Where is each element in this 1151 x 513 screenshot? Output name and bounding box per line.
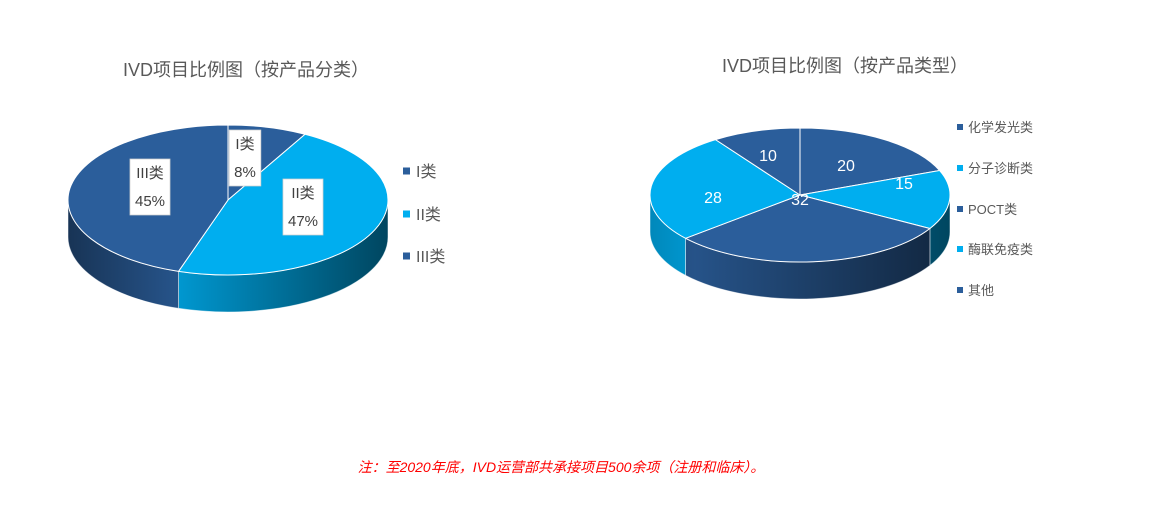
legend-product-class: I类 II类 III类 — [403, 163, 445, 266]
data-label-value: 28 — [704, 190, 722, 207]
legend-item: II类 — [403, 206, 441, 224]
data-labels: 20 15 32 28 10 — [704, 148, 913, 209]
legend-label: 分子诊断类 — [968, 161, 1033, 176]
data-label-value: 15 — [895, 176, 913, 193]
legend-marker — [957, 124, 963, 130]
data-label-category: I类 — [235, 136, 254, 153]
legend-label: 化学发光类 — [968, 120, 1033, 135]
data-label-box — [282, 178, 324, 236]
legend-marker — [957, 165, 963, 171]
pie-top-face — [67, 124, 389, 276]
chart-title-product-type: IVD项目比例图（按产品类型） — [722, 56, 968, 76]
data-label-box — [228, 129, 262, 187]
data-label-value: 8% — [234, 164, 256, 181]
legend-marker — [403, 252, 410, 260]
pie-slice-4 — [649, 139, 801, 239]
legend-marker — [403, 210, 410, 218]
data-label-value: 20 — [837, 158, 855, 175]
pie-slice-1 — [799, 127, 941, 196]
data-label-box — [129, 158, 171, 216]
legend-item: POCT类 — [957, 202, 1017, 217]
data-label-category: III类 — [136, 165, 164, 182]
data-label: III类 45% — [129, 158, 171, 216]
legend-marker — [957, 206, 963, 212]
data-label-value: 10 — [759, 148, 777, 165]
legend-label: 酶联免疫类 — [968, 242, 1033, 257]
legend-item: 化学发光类 — [957, 120, 1033, 135]
footnote: 注：至2020年底，IVD运营部共承接项目500余项（注册和临床）。 — [358, 459, 765, 475]
pie-slice-5 — [715, 127, 801, 196]
legend-label: I类 — [416, 163, 436, 181]
pie-slice-3 — [685, 194, 931, 263]
legend-item: 酶联免疫类 — [957, 242, 1033, 257]
legend-item: I类 — [403, 163, 436, 181]
legend-marker — [957, 287, 963, 293]
data-label-value: 47% — [288, 213, 318, 230]
data-label-value: 45% — [135, 193, 165, 210]
legend-item: III类 — [403, 248, 445, 266]
pie-chart-product-class: I类 8% II类 47% III类 45% — [67, 124, 389, 313]
pie-side-walls — [649, 194, 951, 300]
data-labels: I类 8% II类 47% III类 45% — [129, 129, 324, 236]
legend-label: II类 — [416, 206, 441, 224]
legend-marker — [957, 246, 963, 252]
legend-label: POCT类 — [968, 202, 1017, 217]
pie-top-face — [649, 127, 951, 263]
pie-slice-2 — [799, 170, 951, 229]
legend-label: III类 — [416, 248, 445, 266]
data-label-value: 32 — [791, 192, 809, 209]
legend-label: 其他 — [968, 283, 994, 298]
legend-item: 其他 — [957, 283, 994, 298]
legend-item: 分子诊断类 — [957, 161, 1033, 176]
data-label: II类 47% — [282, 178, 324, 236]
data-label: I类 8% — [228, 129, 262, 187]
data-label-category: II类 — [291, 185, 314, 202]
legend-marker — [403, 167, 410, 175]
pie-chart-product-type: 20 15 32 28 10 — [649, 127, 951, 300]
chart-title-product-class: IVD项目比例图（按产品分类） — [123, 60, 369, 80]
